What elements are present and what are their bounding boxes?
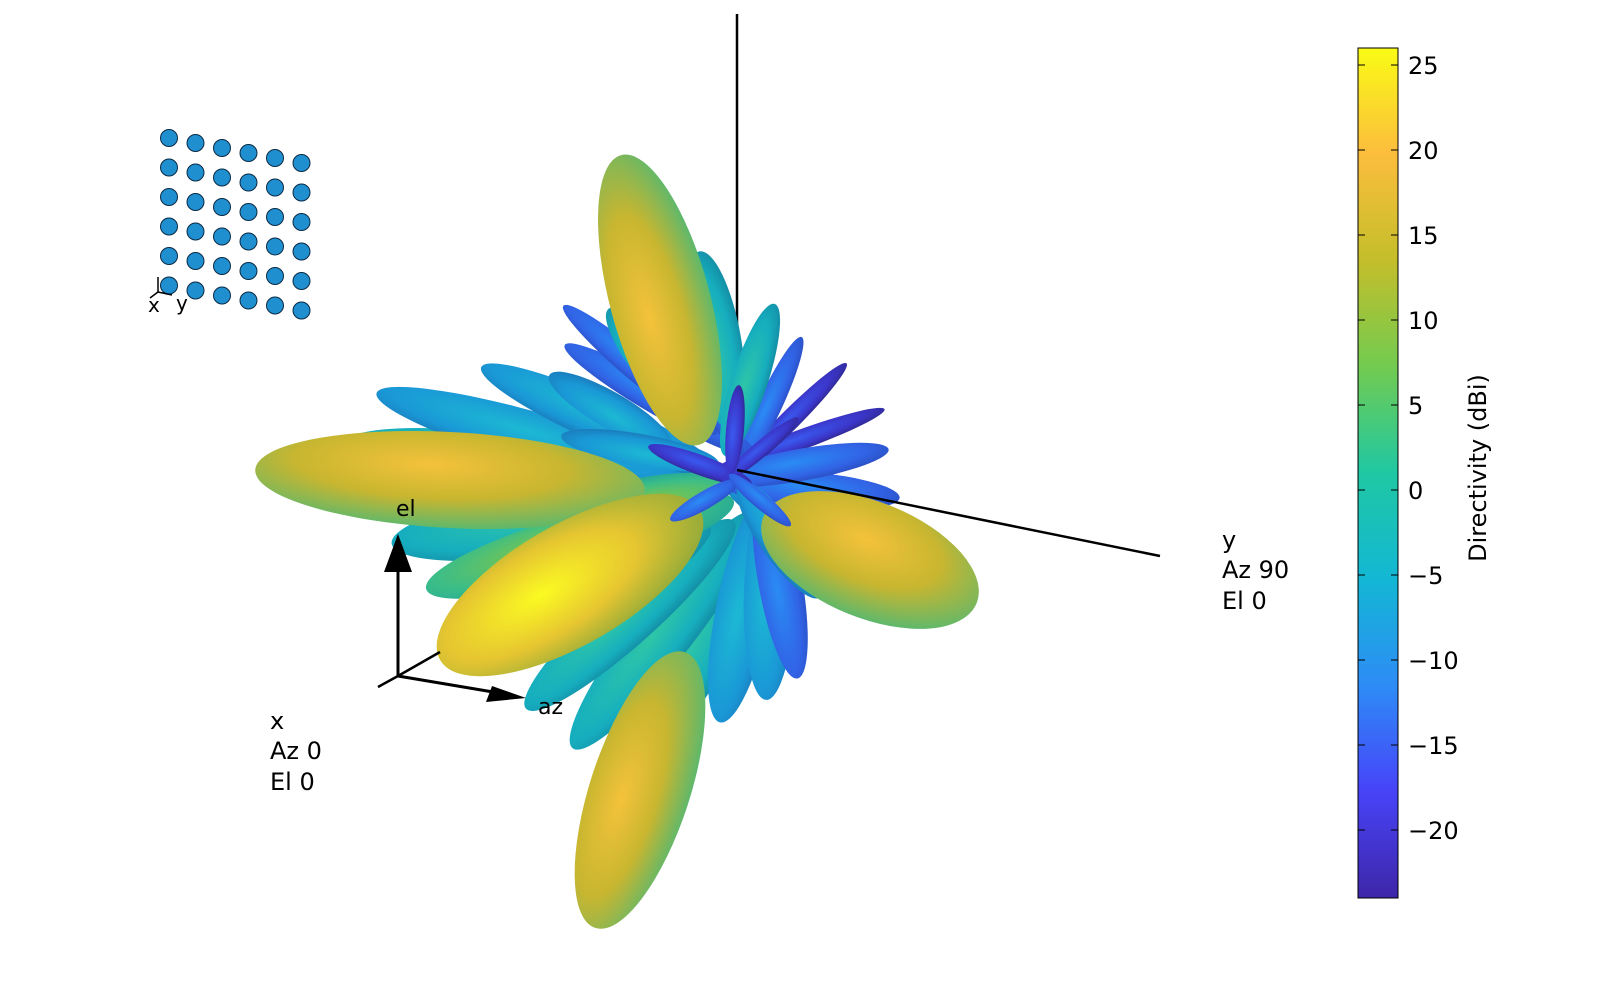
array-element	[239, 262, 258, 280]
az-arrow-head	[486, 686, 526, 702]
array-element	[186, 193, 205, 211]
colorbar-tick-label: 5	[1408, 392, 1423, 420]
array-element	[186, 281, 205, 300]
array-element	[213, 198, 231, 216]
array-element	[186, 222, 205, 241]
colorbar-tick-label: −20	[1408, 817, 1459, 845]
array-element	[186, 163, 205, 182]
main-lobe-front-left	[436, 493, 704, 677]
colorbar-label: Directivity (dBi)	[1464, 374, 1492, 562]
az-el-triad: az el	[377, 497, 563, 720]
array-element	[213, 257, 231, 275]
colorbar-tick-label: 20	[1408, 137, 1439, 165]
array-orientation-x-label: x	[148, 293, 160, 317]
main-lobe-up	[598, 154, 722, 446]
array-element	[160, 247, 178, 265]
array-element	[213, 139, 231, 157]
x-axis-el-label: El 0	[270, 768, 315, 796]
array-element	[292, 183, 311, 202]
array-element	[186, 252, 205, 270]
array-element	[239, 144, 258, 162]
array-element	[292, 272, 311, 290]
colorbar-ticks: −20 −15 −10 −5 0 5 10 15 20 25	[1358, 52, 1459, 845]
array-geometry-inset	[160, 129, 311, 320]
colorbar-tick-label: 25	[1408, 52, 1439, 80]
array-element	[239, 203, 258, 221]
main-lobes	[255, 154, 979, 929]
array-element	[292, 242, 311, 261]
y-axis-el-label: El 0	[1222, 587, 1267, 615]
array-element	[213, 286, 231, 305]
x-axis-annotation: x Az 0 El 0	[270, 707, 322, 796]
colorbar-tick-label: 15	[1408, 222, 1439, 250]
y-axis-annotation: y Az 90 El 0	[1222, 526, 1289, 615]
main-lobe-down	[574, 651, 706, 929]
array-element	[239, 173, 258, 192]
x-axis-az-label: Az 0	[270, 737, 322, 765]
el-arrow-head	[384, 534, 412, 572]
array-element	[239, 232, 258, 251]
array-element	[266, 208, 284, 226]
array-element	[266, 237, 284, 256]
array-element	[160, 188, 178, 206]
y-axis-name: y	[1222, 526, 1236, 554]
colorbar-tick-label: −15	[1408, 732, 1459, 760]
colorbar-tick-label: 0	[1408, 477, 1423, 505]
az-arrow-shaft	[397, 674, 506, 696]
array-element	[266, 178, 284, 197]
array-element	[160, 158, 178, 177]
array-element	[213, 227, 231, 246]
array-element	[160, 129, 178, 147]
array-element	[266, 296, 284, 315]
y-axis-line	[736, 468, 1161, 558]
colorbar-tick-label: −10	[1408, 647, 1459, 675]
colorbar-tick-label: 10	[1408, 307, 1439, 335]
main-lobe-right	[761, 491, 979, 629]
colorbar-bar	[1357, 47, 1399, 899]
colorbar: −20 −15 −10 −5 0 5 10 15 20 25 Directivity (dBi)	[1357, 47, 1492, 899]
array-element	[160, 217, 178, 236]
radiation-pattern-lobes	[255, 154, 979, 929]
x-axis-line	[377, 674, 399, 689]
colorbar-tick-label: −5	[1408, 562, 1443, 590]
array-element	[186, 134, 205, 152]
array-element	[213, 168, 231, 187]
array-orientation-triad: x y	[148, 277, 188, 317]
center-lobes	[648, 385, 799, 527]
array-element	[292, 154, 311, 172]
main-lobe-left	[255, 430, 645, 530]
array-element	[292, 213, 311, 231]
y-axis-az-label: Az 90	[1222, 556, 1289, 584]
array-orientation-y-label: y	[176, 291, 188, 315]
el-arrow-label: el	[396, 497, 416, 522]
array-element	[292, 301, 311, 320]
az-arrow-label: az	[538, 695, 563, 720]
x-axis-name: x	[270, 707, 284, 735]
array-element	[266, 149, 284, 167]
array-element	[160, 276, 178, 295]
array-element	[239, 291, 258, 310]
array-element	[266, 267, 284, 285]
